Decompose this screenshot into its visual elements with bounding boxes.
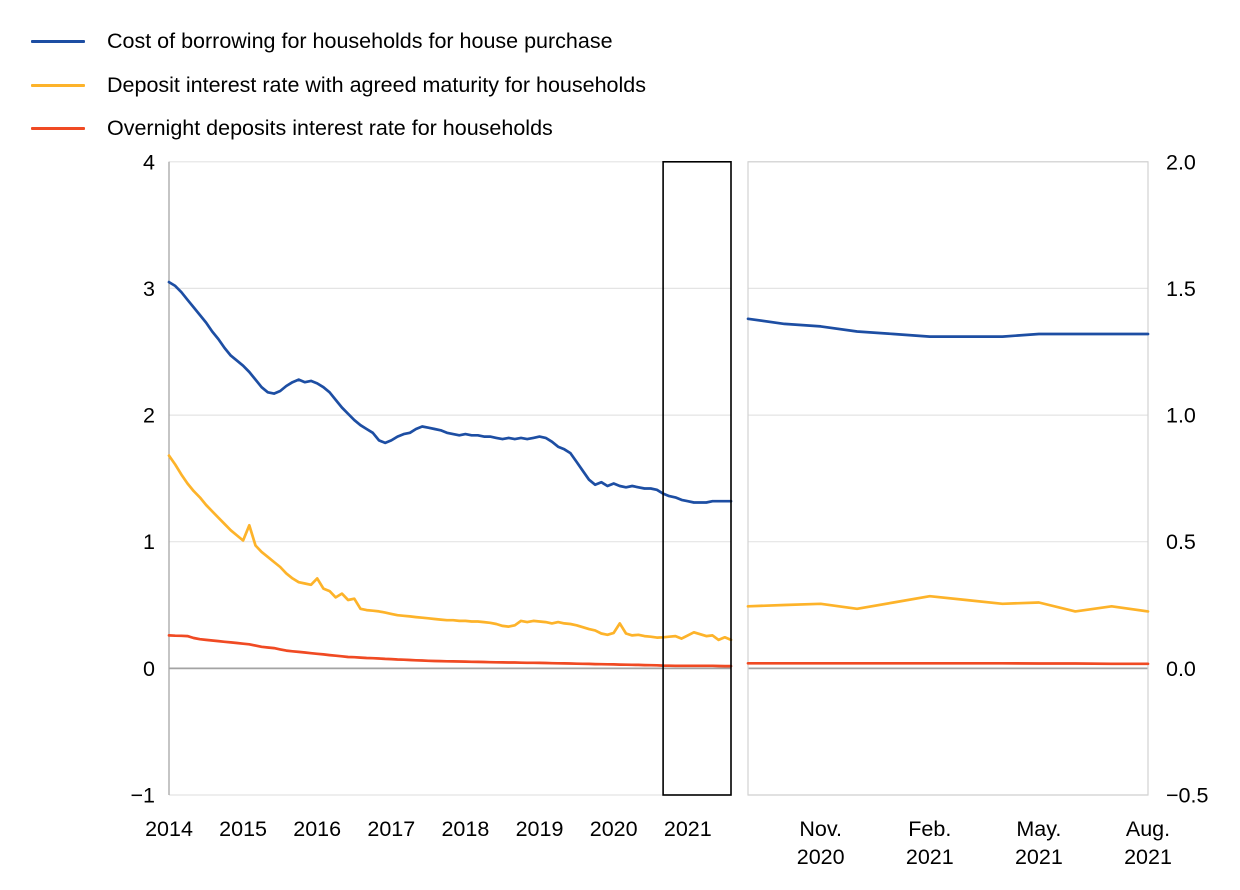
x-axis-tick-label: 2017 xyxy=(367,817,415,841)
y-axis-tick-label: 3 xyxy=(143,277,155,301)
series-line-cost-of-borrowing xyxy=(746,317,1150,338)
legend-label: Overnight deposits interest rate for hou… xyxy=(107,116,553,141)
x-axis-tick-label: 2020 xyxy=(797,845,845,869)
x-axis-tick-label: 2021 xyxy=(906,845,954,869)
series-line-deposit-agreed-maturity xyxy=(167,454,733,642)
highlight-box xyxy=(662,161,732,796)
x-axis-tick-label: Feb. xyxy=(908,817,951,841)
y-axis-tick-label: 1.0 xyxy=(1166,404,1196,428)
y-axis-tick-label: 4 xyxy=(143,150,155,174)
series-line-deposit-agreed-maturity xyxy=(746,594,1150,613)
series-line-cost-of-borrowing xyxy=(167,280,733,504)
main-panel: 4 3 2 1 0 −1 2014 2015 2016 2017 2018 2019 2020 2021 xyxy=(130,150,733,841)
zoom-panel-border xyxy=(747,161,1149,796)
x-axis-tick-label: Aug. xyxy=(1126,817,1170,841)
y-axis-tick-label: 0.5 xyxy=(1166,530,1196,554)
y-axis-tick-label: 2.0 xyxy=(1166,150,1196,174)
x-axis-tick-label: 2021 xyxy=(664,817,712,841)
x-axis-tick-label: 2020 xyxy=(590,817,638,841)
x-axis-tick-label: 2021 xyxy=(1124,845,1172,869)
x-axis-tick-label: 2015 xyxy=(219,817,267,841)
series-line-overnight-deposits xyxy=(746,661,1150,666)
series-line-overnight-deposits xyxy=(167,634,733,668)
legend-item-deposit-agreed-maturity: Deposit interest rate with agreed maturi… xyxy=(31,64,646,108)
y-axis-tick-label: 0.0 xyxy=(1166,657,1196,681)
legend-line-swatch-red xyxy=(31,127,85,131)
y-axis-tick-label: −0.5 xyxy=(1166,784,1208,808)
y-axis-tick-label: 2 xyxy=(143,404,155,428)
x-axis-tick-label: 2014 xyxy=(145,817,193,841)
x-axis-tick-label: 2019 xyxy=(516,817,564,841)
y-axis-tick-label: 0 xyxy=(143,657,155,681)
y-axis-tick-label: 1 xyxy=(143,530,155,554)
y-axis-tick-label: −1 xyxy=(130,784,155,808)
zoom-panel: 2.0 1.5 1.0 0.5 0.0 −0.5 Nov. 2020 Feb. 2021 May. 2… xyxy=(746,150,1208,869)
legend-label: Cost of borrowing for households for hou… xyxy=(107,29,613,54)
x-axis-tick-label: Nov. xyxy=(799,817,842,841)
y-axis-tick-label: 1.5 xyxy=(1166,277,1196,301)
legend-line-swatch-blue xyxy=(31,40,85,44)
legend: Cost of borrowing for households for hou… xyxy=(31,20,646,151)
x-axis-tick-label: 2018 xyxy=(441,817,489,841)
x-axis-tick-label: 2021 xyxy=(1015,845,1063,869)
legend-label: Deposit interest rate with agreed maturi… xyxy=(107,72,646,97)
legend-item-overnight-deposits: Overnight deposits interest rate for hou… xyxy=(31,107,646,151)
legend-line-swatch-amber xyxy=(31,83,85,87)
x-axis-tick-label: May. xyxy=(1016,817,1061,841)
legend-item-cost-of-borrowing: Cost of borrowing for households for hou… xyxy=(31,20,646,64)
x-axis-tick-label: 2016 xyxy=(293,817,341,841)
